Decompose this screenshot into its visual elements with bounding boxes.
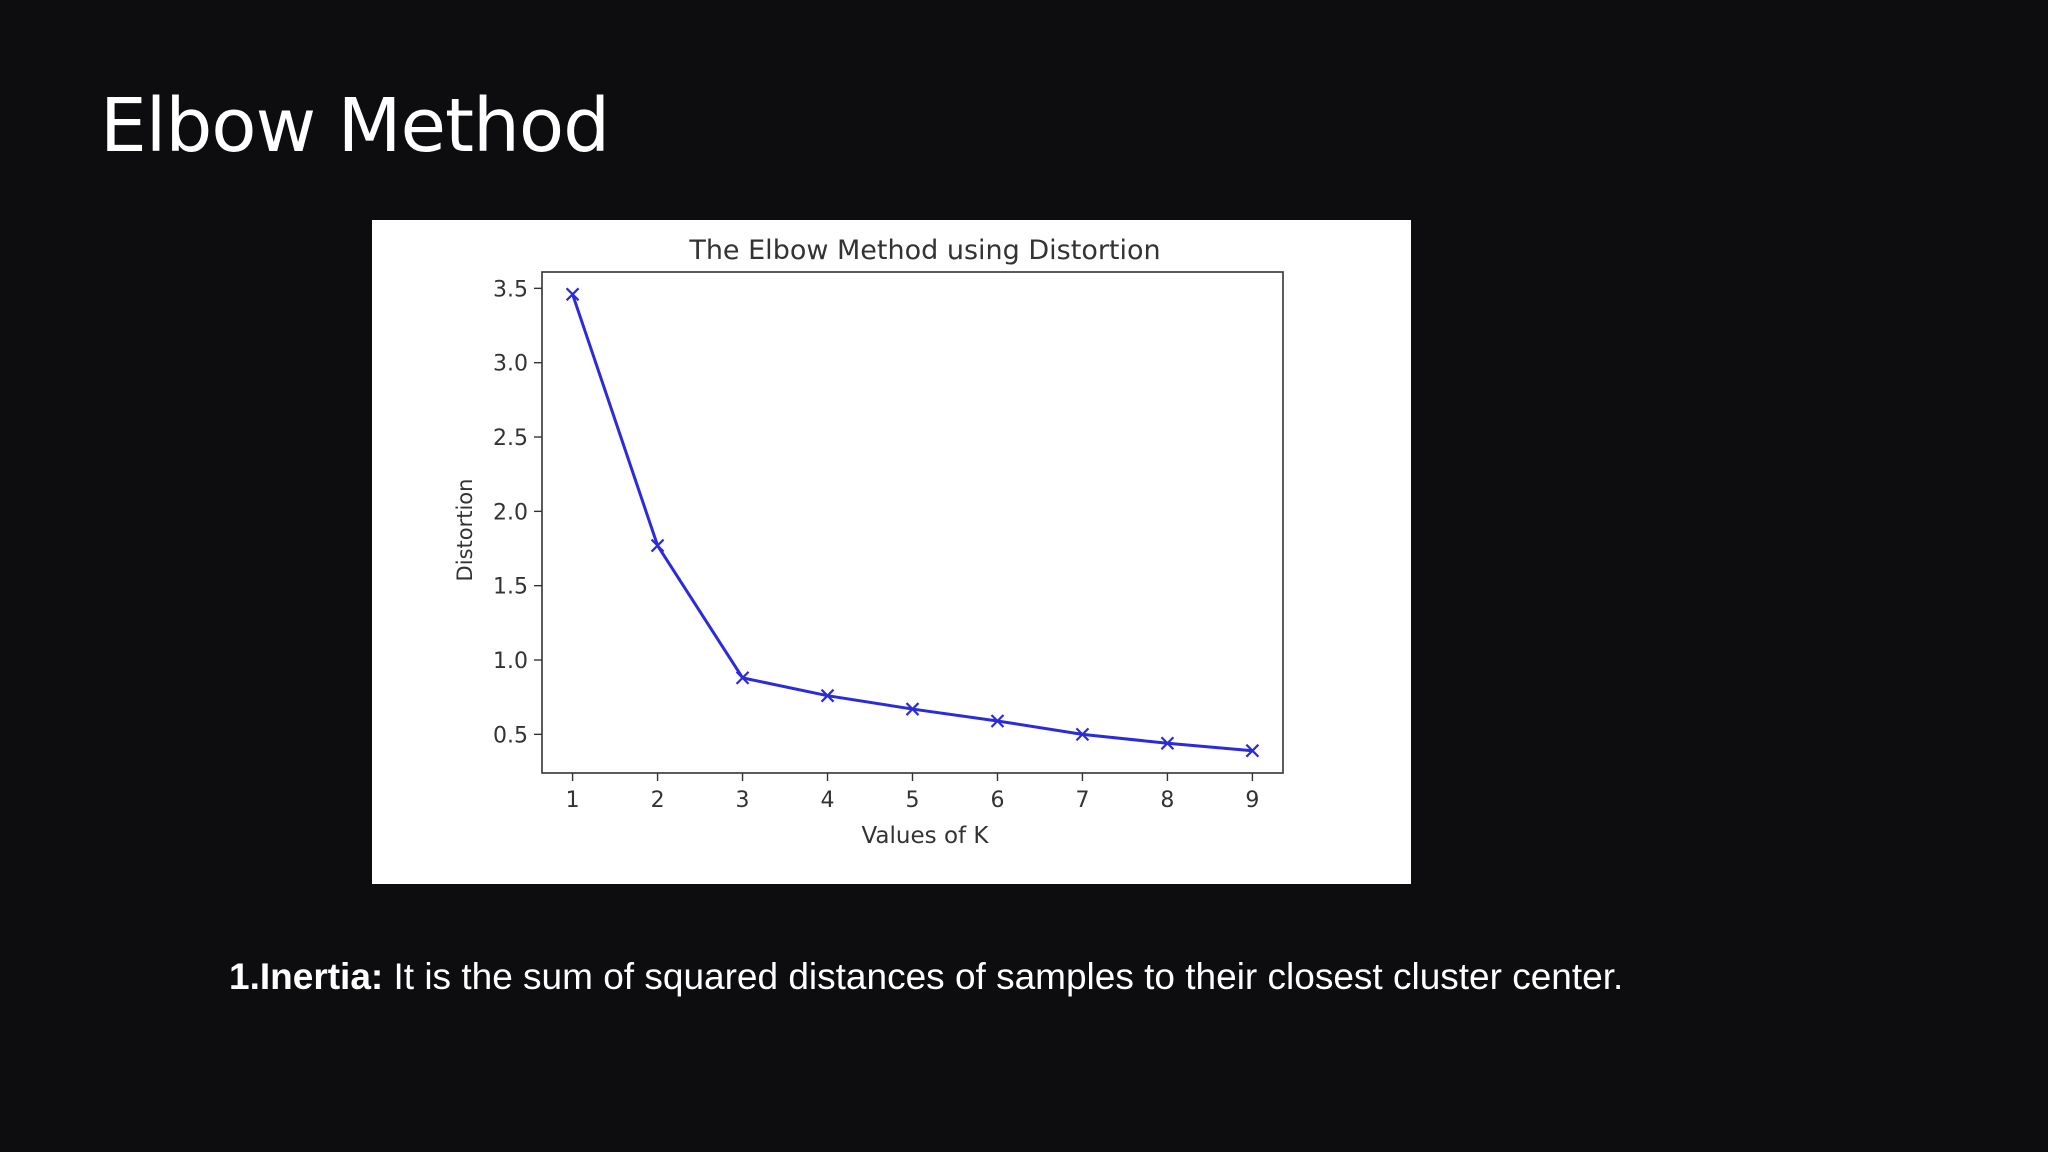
x-axis-label: Values of K: [861, 823, 989, 849]
caption-text: It is the sum of squared distances of sa…: [383, 956, 1624, 997]
x-axis-ticks: 1 2 3 4 5 6 7 8 9: [566, 773, 1259, 813]
y-tick-label: 1.5: [493, 575, 528, 600]
x-tick-label: 5: [906, 788, 920, 813]
data-point-marker: [650, 538, 665, 553]
x-tick-label: 4: [821, 788, 835, 813]
y-axis-ticks: 0.5 1.0 1.5 2.0 2.5 3.0 3.5: [493, 277, 542, 748]
x-tick-label: 6: [990, 788, 1004, 813]
y-tick-label: 3.5: [493, 277, 528, 302]
x-tick-label: 7: [1075, 788, 1089, 813]
chart-panel: The Elbow Method using Distortion 0.5 1.0…: [372, 220, 1411, 884]
x-tick-label: 3: [736, 788, 750, 813]
x-tick-label: 1: [566, 788, 580, 813]
data-point-marker: [735, 671, 750, 685]
plot-frame: [541, 271, 1284, 774]
x-tick-label: 2: [651, 788, 665, 813]
y-axis-label: Distortion: [453, 479, 477, 582]
distortion-markers: [565, 287, 1260, 758]
data-point-marker: [565, 287, 580, 302]
data-point-marker: [990, 714, 1005, 728]
data-point-marker: [1245, 743, 1260, 758]
y-tick-label: 0.5: [493, 723, 528, 748]
y-tick-label: 1.0: [493, 649, 528, 674]
data-point-marker: [1075, 727, 1090, 742]
data-point-marker: [820, 688, 835, 703]
y-tick-label: 2.5: [493, 426, 528, 451]
elbow-chart: The Elbow Method using Distortion 0.5 1.0…: [453, 235, 1284, 849]
caption-term: 1.Inertia:: [229, 956, 384, 997]
y-tick-label: 3.0: [493, 352, 528, 377]
caption: 1.Inertia: It is the sum of squared dist…: [229, 952, 1623, 1002]
distortion-series-line: [571, 293, 1253, 753]
chart-title: The Elbow Method using Distortion: [688, 235, 1160, 266]
data-point-marker: [1160, 736, 1175, 751]
slide-title: Elbow Method: [100, 83, 610, 169]
x-tick-label: 8: [1160, 788, 1174, 813]
data-point-marker: [905, 702, 920, 716]
x-tick-label: 9: [1245, 788, 1259, 813]
y-tick-label: 2.0: [493, 500, 528, 525]
